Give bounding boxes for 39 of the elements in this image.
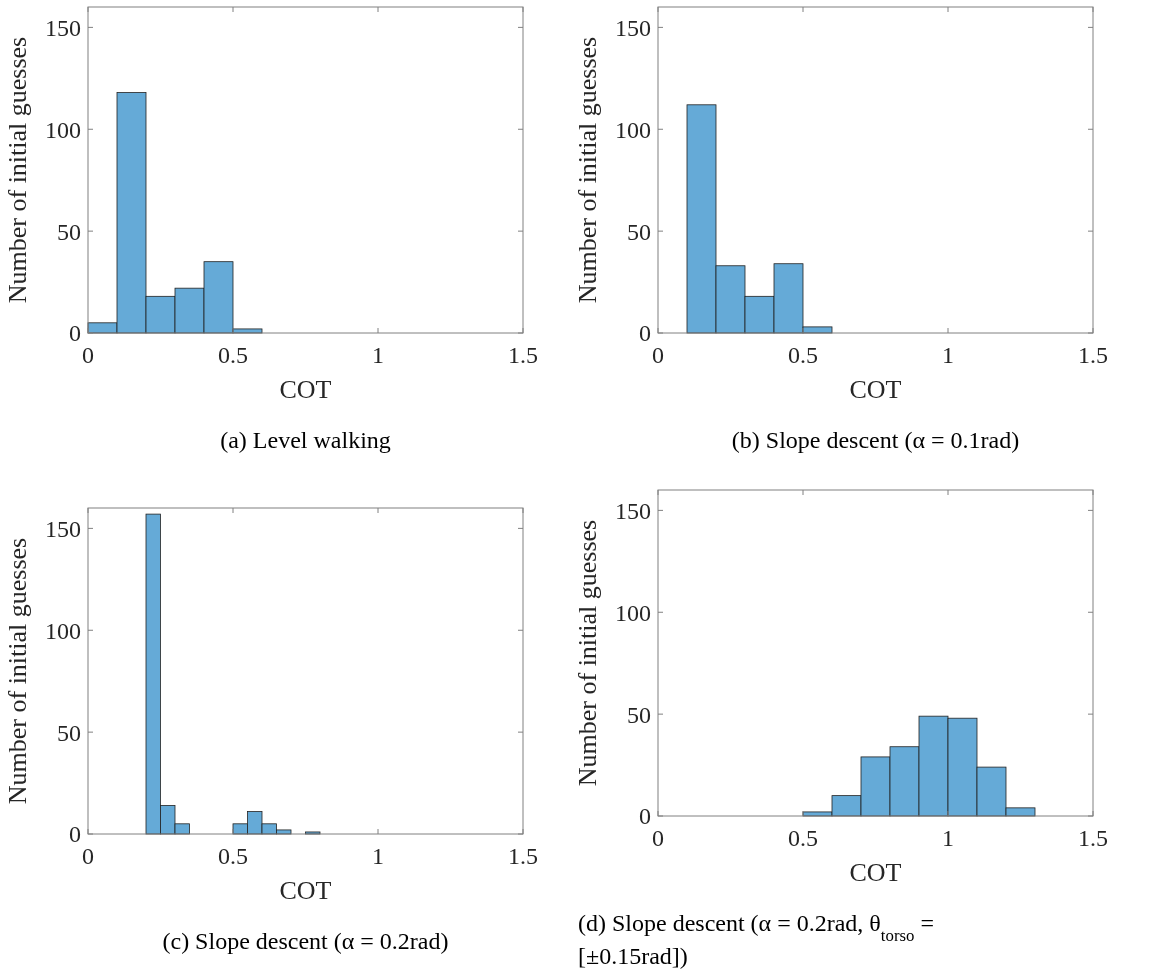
x-tick-label: 1 <box>942 825 954 851</box>
text: (b) Slope descent (α = 0.1rad) <box>731 427 1020 453</box>
x-tick-label: 1.5 <box>1078 342 1108 368</box>
text: (c) Slope descent (α = 0.2rad) <box>162 928 449 954</box>
text: (a) Level walking <box>220 427 391 453</box>
x-tick-label: 0.5 <box>788 825 818 851</box>
y-tick-label: 150 <box>615 14 651 41</box>
y-tick-label: 50 <box>627 701 651 728</box>
y-axis-title: Number of initial guesses <box>573 36 602 304</box>
y-tick-label: 50 <box>57 719 81 746</box>
x-tick-label: 1.5 <box>1078 825 1108 851</box>
x-tick-label: 1 <box>372 342 384 368</box>
chart-title: (d) Slope descent (α = 0.2rad, θ$_{torso}$ = [±0.15rad]) <box>578 910 934 969</box>
y-axis-title: Number of initial guesses <box>3 36 32 304</box>
y-tick-label: 50 <box>57 218 81 245</box>
x-tick-label: 1.5 <box>508 843 538 869</box>
x-tick-label: 0.5 <box>788 342 818 368</box>
y-tick-label: 100 <box>45 116 81 143</box>
y-tick-label: 0 <box>639 803 651 830</box>
x-tick-label: 1 <box>372 843 384 869</box>
x-tick-label: 0.5 <box>218 342 248 368</box>
x-axis-title: COT <box>279 375 332 404</box>
y-tick-label: 0 <box>639 320 651 347</box>
y-axis-title: Number of initial guesses <box>3 537 32 805</box>
x-axis-title: COT <box>849 858 902 887</box>
x-axis-title: COT <box>279 876 332 905</box>
x-tick-label: 1 <box>942 342 954 368</box>
y-tick-label: 100 <box>45 617 81 644</box>
y-tick-label: 100 <box>615 599 651 626</box>
x-tick-label: 1.5 <box>508 342 538 368</box>
y-tick-label: 150 <box>45 515 81 542</box>
x-axis-title: COT <box>849 375 902 404</box>
y-tick-label: 150 <box>45 14 81 41</box>
y-tick-label: 100 <box>615 116 651 143</box>
y-tick-label: 150 <box>615 497 651 524</box>
y-tick-label: 0 <box>69 320 81 347</box>
y-tick-label: 50 <box>627 218 651 245</box>
x-tick-label: 0.5 <box>218 843 248 869</box>
y-axis-title: Number of initial guesses <box>573 519 602 787</box>
